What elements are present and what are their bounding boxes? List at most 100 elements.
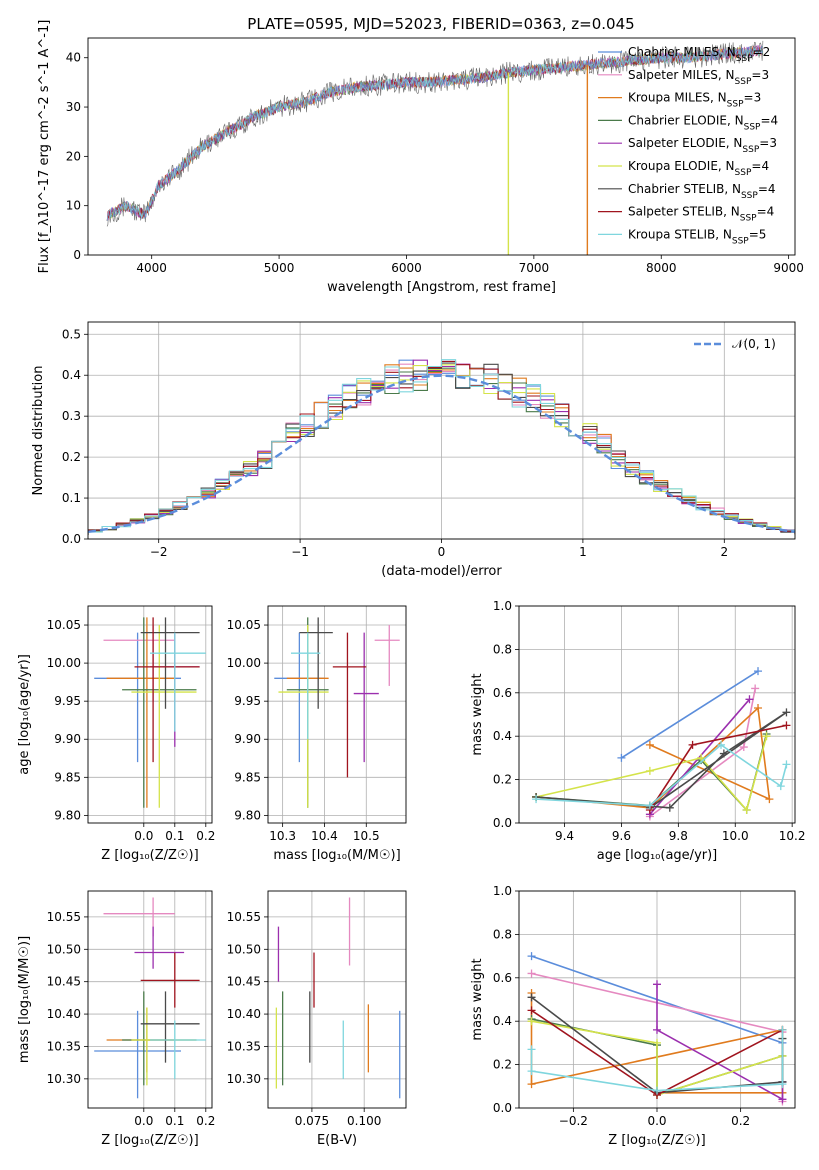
y-tick-label: 0.8 (493, 642, 512, 656)
weight_vs_Z-plot-area (527, 952, 787, 1106)
x-tick-label: 9.6 (612, 829, 631, 843)
y-tick-label: 40 (66, 51, 81, 65)
y-tick-label: 1.0 (493, 599, 512, 613)
y-axis-label: age [log₁₀(age/yr)] (17, 654, 32, 775)
x-tick-label: 10.4 (311, 829, 338, 843)
y-tick-label: 9.80 (54, 808, 81, 822)
axes-frame (87, 605, 213, 824)
axes-frame (87, 37, 796, 256)
weight-marker-chabrier_stelib (665, 803, 674, 812)
weight-marker-kroupa_elodie (527, 1017, 536, 1026)
y-tick-label: 9.95 (234, 694, 261, 708)
y-tick-label: 0.4 (62, 368, 81, 382)
weight-line-kroupa_stelib (536, 743, 788, 807)
legend-label-chabrier_stelib: Chabrier STELIB, NSSP=4 (628, 182, 776, 201)
y-axis-label: mass weight (470, 673, 485, 755)
y-tick-label: 20 (66, 149, 81, 163)
plot-root: 4000 5000 6000 7000 8000 9000010203040wavelen… (17, 20, 806, 1148)
weight-marker-kroupa_stelib (527, 1045, 536, 1054)
y-tick-label: 10.55 (227, 910, 261, 924)
y-tick-label: 0 (73, 248, 81, 262)
x-axis-label: E(B-V) (317, 1133, 357, 1148)
weight-marker-salpeter_elodie (653, 980, 661, 989)
x-tick-label: −1 (291, 545, 309, 559)
x-tick-label: 6000 (391, 261, 422, 275)
legend-label-salpeter_elodie: Salpeter ELODIE, NSSP=3 (628, 136, 777, 155)
weight-marker-salpeter_miles (739, 743, 748, 752)
x-tick-label: 9000 (773, 261, 804, 275)
weight-line-kroupa_elodie (531, 1020, 783, 1097)
y-tick-label: 0.2 (493, 773, 512, 787)
y-tick-label: 10.50 (227, 942, 261, 956)
weight-marker-salpeter_elodie (778, 1095, 787, 1104)
x-tick-label: −0.2 (559, 1114, 588, 1128)
weight-marker-kroupa_elodie (645, 766, 654, 775)
y-tick-label: 9.90 (234, 732, 261, 746)
legend-label-salpeter_miles: Salpeter MILES, NSSP=3 (628, 68, 769, 87)
legend-subscript: SSP (732, 236, 749, 246)
x-tick-label: 7000 (519, 261, 550, 275)
legend-subscript: SSP (740, 214, 757, 224)
x-tick-label: 0.0 (134, 1114, 153, 1128)
weight-marker-salpeter_stelib (688, 740, 697, 749)
weight-line-salpeter_elodie (649, 698, 751, 815)
legend-count: =4 (751, 159, 769, 173)
y-axis-label: mass [log₁₀(M/M☉)] (17, 936, 32, 1063)
y-tick-label: 0.5 (62, 327, 81, 341)
y-tick-label: 10.55 (47, 910, 81, 924)
weight_vs_age-plot-area (532, 667, 791, 821)
age_vs_Z-frame: 0.0 0.1 0.2 9.80 9.85 9.90 9.95 10.00 10.05 Z [lo… (17, 605, 215, 863)
weight_vs_Z-frame: −0.2 0.0 0.2 0.0 0.2 0.4 0.6 0.8 1.0 Z [log₁₀(Z/Z… (470, 884, 796, 1148)
weight-marker-kroupa_miles (754, 703, 763, 712)
weight_vs_age-frame: 9.4 9.6 9.8 10.0 10.2 0.0 0.2 0.4 0.6 0.8 1.0 age [… (470, 599, 806, 863)
y-tick-label: 1.0 (493, 884, 512, 898)
legend-label-chabrier_elodie: Chabrier ELODIE, NSSP=4 (628, 113, 778, 132)
legend-count: =3 (751, 68, 769, 82)
age_vs_Z-axes: 0.0 0.1 0.2 9.80 9.85 9.90 9.95 10.00 10.05 Z [lo… (17, 605, 215, 863)
weight-marker-chabrier_stelib (719, 749, 728, 758)
weight-marker-kroupa_elodie (742, 805, 751, 814)
residuals-plot-area (88, 359, 795, 535)
weight_vs_age-axes: 9.4 9.6 9.8 10.0 10.2 0.0 0.2 0.4 0.6 0.8 1.0 age [… (470, 599, 806, 863)
y-tick-label: 10.35 (47, 1039, 81, 1053)
legend-subscript: SSP (742, 145, 759, 155)
y-tick-label: 0.0 (62, 532, 81, 546)
y-tick-label: 10.30 (47, 1072, 81, 1086)
legend-subscript: SSP (741, 191, 758, 201)
spectrum-title: PLATE=0595, MJD=52023, FIBERID=0363, z=0… (247, 15, 634, 33)
y-tick-label: 0.3 (62, 409, 81, 423)
y-tick-label: 0.1 (62, 491, 81, 505)
x-tick-label: 9.4 (555, 829, 574, 843)
y-tick-label: 10.05 (227, 618, 261, 632)
x-tick-label: 0 (438, 545, 446, 559)
weight-marker-chabrier_miles (527, 952, 536, 961)
weight-marker-kroupa_miles (765, 795, 774, 804)
y-tick-label: 10.00 (227, 656, 261, 670)
y-tick-label: 0.8 (493, 927, 512, 941)
x-tick-label: 4000 (136, 261, 167, 275)
y-tick-label: 10.45 (227, 975, 261, 989)
weight-line-chabrier_miles (620, 670, 759, 759)
x-tick-label: 0.100 (347, 1114, 381, 1128)
weight-marker-salpeter_miles (527, 969, 536, 978)
x-tick-label: 0.1 (165, 1114, 184, 1128)
x-tick-label: 0.1 (165, 829, 184, 843)
legend-subscript: SSP (735, 168, 752, 178)
weight-marker-salpeter_miles (751, 684, 760, 693)
x-tick-label: 5000 (264, 261, 295, 275)
age_vs_mass-frame: 10.3 10.4 10.5 9.80 9.85 9.90 9.95 10.00 10.05 ma… (227, 605, 407, 863)
x-tick-label: 2 (720, 545, 728, 559)
y-tick-label: 0.0 (493, 1101, 512, 1115)
y-tick-label: 9.95 (54, 694, 81, 708)
legend-count: =3 (759, 136, 777, 150)
legend-label-kroupa_stelib: Kroupa STELIB, NSSP=5 (628, 227, 766, 246)
mass_vs_Z-frame: 0.0 0.1 0.2 10.30 10.35 10.40 10.45 10.50 10.55 Z… (17, 890, 215, 1148)
weight-marker-kroupa_elodie (697, 753, 706, 762)
legend-subscript: SSP (735, 77, 752, 87)
weight-line-kroupa_miles (536, 706, 771, 809)
x-tick-label: 0.0 (134, 829, 153, 843)
y-tick-label: 10.35 (227, 1039, 261, 1053)
weight-marker-salpeter_elodie (653, 1025, 661, 1034)
x-tick-label: 0.2 (196, 829, 215, 843)
